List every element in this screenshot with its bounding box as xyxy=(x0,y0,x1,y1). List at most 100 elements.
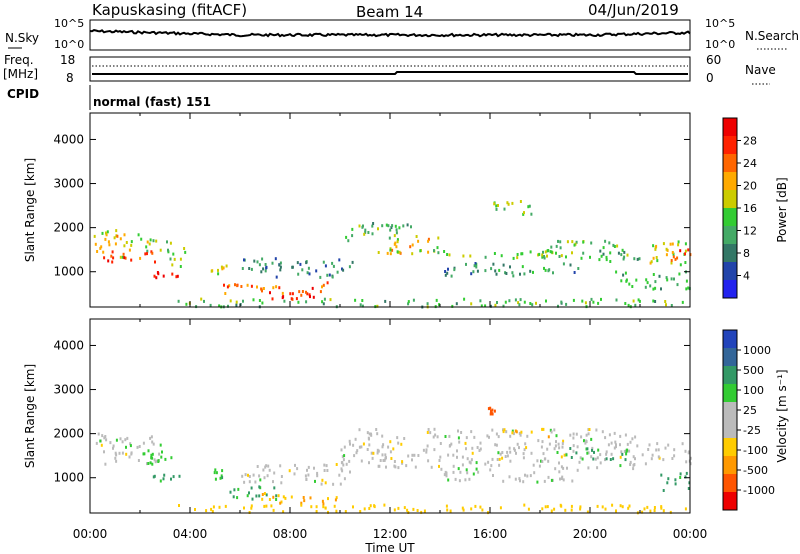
cell-0-13 xyxy=(104,462,107,466)
cell-7-94 xyxy=(383,458,386,462)
cell-7-156 xyxy=(426,444,429,448)
cell-8-5 xyxy=(331,261,334,265)
cell-0-28 xyxy=(114,456,117,460)
cell-5-1 xyxy=(221,267,224,271)
cell-12-16 xyxy=(544,268,547,272)
colorbar-tick-label-5: -100 xyxy=(743,444,768,457)
cell-14-0 xyxy=(638,257,641,261)
cell-0-44 xyxy=(146,462,148,466)
xtick-label-6: 00:00 xyxy=(673,527,708,541)
cell-12-0 xyxy=(679,472,682,476)
cell-18-81 xyxy=(560,300,563,304)
cell-17-18 xyxy=(665,276,668,280)
cell-18-29 xyxy=(426,302,429,306)
colorbar-swatch-9 xyxy=(723,492,737,511)
cell-7-120 xyxy=(358,445,361,449)
cell-0-27 xyxy=(114,451,117,455)
cell-7-8 xyxy=(526,434,529,438)
cell-7-76 xyxy=(587,428,590,432)
cell-13-22 xyxy=(416,509,419,512)
cell-7-14 xyxy=(466,457,469,461)
ytick-label-1: 2000 xyxy=(53,427,84,441)
cell-6-22 xyxy=(250,284,253,288)
cell-7-108 xyxy=(536,459,539,463)
cell-9-18 xyxy=(361,225,364,229)
cell-8-28 xyxy=(536,480,539,484)
cell-6-25 xyxy=(291,292,294,296)
cell-13-4 xyxy=(613,245,616,248)
cell-7-61 xyxy=(497,435,500,439)
cell-8-13 xyxy=(558,470,561,474)
cell-8-20 xyxy=(264,269,267,273)
cell-7-217 xyxy=(632,463,635,467)
cell-13-7 xyxy=(549,250,552,254)
cell-7-263 xyxy=(585,433,588,437)
cell-6-31 xyxy=(252,473,255,477)
cell-0-15 xyxy=(152,442,155,446)
cell-8-34 xyxy=(459,470,462,474)
cell-13-45 xyxy=(393,508,396,512)
colorbar-tick-label-7: -1000 xyxy=(743,484,775,497)
cell-0-20 xyxy=(116,234,119,238)
cell-0-23 xyxy=(94,242,97,246)
cell-7-38 xyxy=(578,460,581,464)
cell-13-63 xyxy=(344,510,347,513)
cell-18-27 xyxy=(258,299,261,302)
cell-7-229 xyxy=(496,458,499,461)
cell-7-187 xyxy=(384,457,387,461)
cell-19-7 xyxy=(495,207,498,211)
cell-7-83 xyxy=(572,436,575,440)
cell-10-10 xyxy=(609,458,612,461)
cell-8-45 xyxy=(348,265,351,269)
cell-18-10 xyxy=(634,303,637,307)
cell-7-30 xyxy=(452,453,455,457)
cell-17-17 xyxy=(615,270,618,274)
cell-0-38 xyxy=(121,451,124,455)
cell-18-1 xyxy=(664,300,667,303)
cell-8-26 xyxy=(261,257,264,261)
colorbar-tick-label-2: 20 xyxy=(743,180,757,193)
cell-7-5 xyxy=(509,434,512,438)
noise-tick-left-bottom: 10^0 xyxy=(54,38,84,51)
cell-12-1 xyxy=(674,478,677,482)
cell-7-223 xyxy=(427,459,430,463)
cell-7-115 xyxy=(599,453,602,457)
colorbar-swatch-4 xyxy=(723,190,737,209)
cell-12-39 xyxy=(474,262,477,265)
cell-13-18 xyxy=(560,254,563,258)
cell-0-22 xyxy=(105,231,107,235)
cell-18-37 xyxy=(480,304,483,308)
cell-3-6 xyxy=(214,468,217,472)
cell-4-1 xyxy=(273,486,276,490)
cell-17-16 xyxy=(687,286,690,290)
cell-18-20 xyxy=(531,303,534,307)
cell-5-5 xyxy=(210,269,213,273)
cell-6-5 xyxy=(228,284,231,288)
cell-6-9 xyxy=(223,283,225,287)
cell-7-49 xyxy=(433,427,436,431)
cell-7-189 xyxy=(360,445,363,449)
cell-7-185 xyxy=(372,451,375,455)
date-label: 04/Jun/2019 xyxy=(588,1,679,19)
cell-4-8 xyxy=(275,494,278,498)
cell-0-30 xyxy=(118,451,121,455)
cell-15-4 xyxy=(684,249,687,253)
cell-0-37 xyxy=(103,436,106,440)
cell-18-11 xyxy=(283,299,286,303)
cell-8-24 xyxy=(250,267,253,271)
cell-13-22 xyxy=(550,250,553,254)
cell-7-9 xyxy=(295,297,298,301)
cell-7-7 xyxy=(311,286,314,290)
colorbar-swatch-1 xyxy=(723,348,737,367)
cell-7-234 xyxy=(585,440,588,444)
colorbar-swatch-6 xyxy=(723,226,737,245)
cell-7-119 xyxy=(515,451,517,455)
cell-6-2 xyxy=(293,472,296,476)
cell-12-30 xyxy=(502,263,505,267)
cell-7-181 xyxy=(439,442,442,445)
cell-6-42 xyxy=(248,480,251,484)
cell-5-16 xyxy=(263,492,266,495)
cell-11-6 xyxy=(493,252,496,255)
beam-label: Beam 14 xyxy=(356,3,423,21)
colorbar-tick-label-6: 4 xyxy=(743,270,750,283)
